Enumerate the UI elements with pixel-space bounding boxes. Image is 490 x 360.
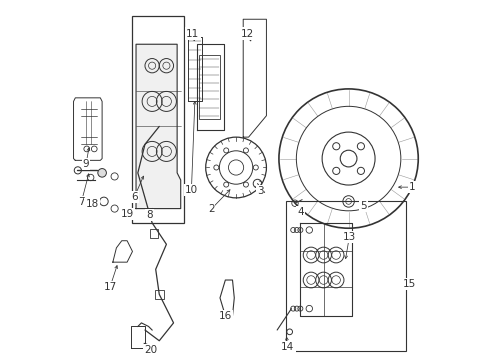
Text: 12: 12 xyxy=(241,28,254,39)
Text: 16: 16 xyxy=(219,311,232,321)
Bar xyxy=(286,202,406,351)
Text: 6: 6 xyxy=(131,192,138,202)
Polygon shape xyxy=(136,44,181,208)
Text: 15: 15 xyxy=(403,279,416,289)
Text: 5: 5 xyxy=(360,201,367,211)
Text: 20: 20 xyxy=(145,345,158,355)
Bar xyxy=(132,16,184,223)
Text: 1: 1 xyxy=(409,182,416,192)
Bar xyxy=(155,290,164,298)
Circle shape xyxy=(98,168,106,177)
Text: 10: 10 xyxy=(185,185,198,195)
Text: 18: 18 xyxy=(85,199,98,209)
Text: 8: 8 xyxy=(146,210,152,220)
Text: 7: 7 xyxy=(78,197,85,207)
Text: 14: 14 xyxy=(281,342,294,352)
Text: 19: 19 xyxy=(121,209,134,219)
Text: 11: 11 xyxy=(186,28,199,39)
Text: 4: 4 xyxy=(297,207,304,217)
Text: 2: 2 xyxy=(208,204,215,214)
Text: 3: 3 xyxy=(257,186,263,197)
Text: 9: 9 xyxy=(83,159,89,169)
Bar xyxy=(149,229,158,238)
Text: 17: 17 xyxy=(103,282,117,292)
Text: 13: 13 xyxy=(343,232,356,242)
Bar xyxy=(198,55,220,119)
